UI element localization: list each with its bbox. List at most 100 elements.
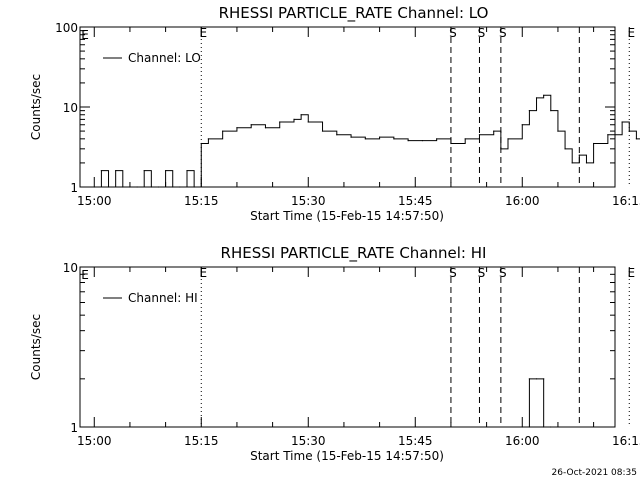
data-point (321, 130, 324, 132)
marker-label: E (199, 26, 207, 40)
y-tick-label: 10 (63, 261, 78, 275)
data-point (293, 118, 295, 120)
data-point (550, 110, 552, 112)
data-point (143, 170, 145, 172)
data-point (571, 162, 573, 164)
y-axis-label: Counts/sec (29, 314, 43, 380)
chart-title: RHESSI PARTICLE_RATE Channel: HI (221, 244, 487, 263)
marker-label: S (478, 266, 486, 280)
y-axis-label: Counts/sec (29, 74, 43, 140)
data-point (236, 127, 238, 129)
data-point (585, 162, 588, 164)
data-point (222, 130, 224, 132)
data-point (593, 142, 595, 145)
plot-frame (79, 266, 616, 428)
legend-label: Channel: HI (128, 291, 198, 305)
data-point (543, 426, 545, 428)
data-point (250, 124, 252, 126)
marker-label: E (81, 268, 89, 282)
y-tick-label: 10 (63, 101, 78, 115)
data-point (150, 186, 152, 188)
x-tick-label: 16:00 (505, 194, 540, 208)
y-tick-label: 1 (70, 181, 78, 195)
data-point (543, 94, 545, 96)
x-tick-label: 16:15 (612, 194, 640, 208)
panel-lo: RHESSI PARTICLE_RATE Channel: LO 1 10 100 Co… (29, 4, 640, 223)
data-point (450, 142, 452, 145)
data-point (136, 186, 138, 188)
data-point (478, 134, 481, 136)
data-point (493, 130, 495, 132)
data-point (300, 114, 302, 116)
marker-label: E (199, 266, 207, 280)
marker-label: S (478, 26, 486, 40)
data-point (421, 140, 423, 142)
data-point (364, 138, 366, 140)
data-point (307, 121, 309, 123)
data-point (464, 138, 466, 140)
chart-title: RHESSI PARTICLE_RATE Channel: LO (219, 4, 489, 23)
data-point (129, 186, 131, 188)
series-line (522, 378, 551, 428)
data-point (436, 138, 438, 140)
footer-timestamp: 26-Oct-2021 08:35 (552, 468, 637, 478)
data-point (528, 426, 531, 428)
x-tick-label: 15:30 (291, 194, 326, 208)
data-point (193, 186, 195, 188)
data-point (157, 186, 160, 188)
data-point (535, 97, 538, 99)
data-point (500, 148, 502, 150)
panel-hi: RHESSI PARTICLE_RATE Channel: HI 1 10 Count… (29, 244, 640, 463)
data-point (115, 170, 117, 172)
data-point (379, 136, 381, 138)
data-point (407, 140, 409, 142)
marker-label: S (449, 266, 457, 280)
data-point (607, 134, 609, 136)
data-point (100, 170, 102, 172)
data-point (543, 378, 545, 380)
data-point (207, 138, 209, 140)
data-point (535, 378, 538, 380)
data-point (107, 186, 110, 188)
data-point (172, 186, 174, 188)
data-point (93, 186, 95, 188)
data-point (528, 110, 531, 112)
x-tick-label: 15:30 (291, 434, 326, 448)
x-axis-label: Start Time (15-Feb-15 14:57:50) (250, 209, 444, 223)
marker-label: E (627, 26, 635, 40)
x-tick-label: 15:15 (184, 194, 219, 208)
marker-label: E (81, 28, 89, 42)
x-tick-label: 16:00 (505, 434, 540, 448)
data-point (350, 136, 352, 138)
x-tick-label: 15:45 (398, 194, 433, 208)
data-point (528, 378, 531, 380)
data-point (578, 154, 580, 156)
data-point (621, 121, 623, 123)
x-tick-label: 15:00 (77, 434, 112, 448)
data-point (628, 130, 630, 132)
data-point (122, 186, 124, 188)
x-tick-label: 15:45 (398, 434, 433, 448)
data-point (521, 124, 523, 126)
marker-label: S (499, 26, 507, 40)
data-point (393, 138, 395, 140)
y-tick-label: 100 (55, 21, 78, 35)
series-line (94, 94, 640, 188)
data-point (507, 138, 509, 140)
marker-label: S (499, 266, 507, 280)
data-point (550, 426, 552, 428)
data-point (635, 138, 638, 140)
x-tick-label: 16:15 (612, 434, 640, 448)
marker-label: S (449, 26, 457, 40)
data-point (564, 148, 566, 150)
data-point (336, 134, 338, 136)
x-axis-label: Start Time (15-Feb-15 14:57:50) (250, 449, 444, 463)
data-point (165, 170, 167, 172)
marker-label: E (627, 266, 635, 280)
data-point (279, 121, 281, 123)
x-tick-label: 15:00 (77, 194, 112, 208)
x-tick-label: 15:15 (184, 434, 219, 448)
legend-label: Channel: LO (128, 51, 201, 65)
data-point (264, 127, 267, 129)
